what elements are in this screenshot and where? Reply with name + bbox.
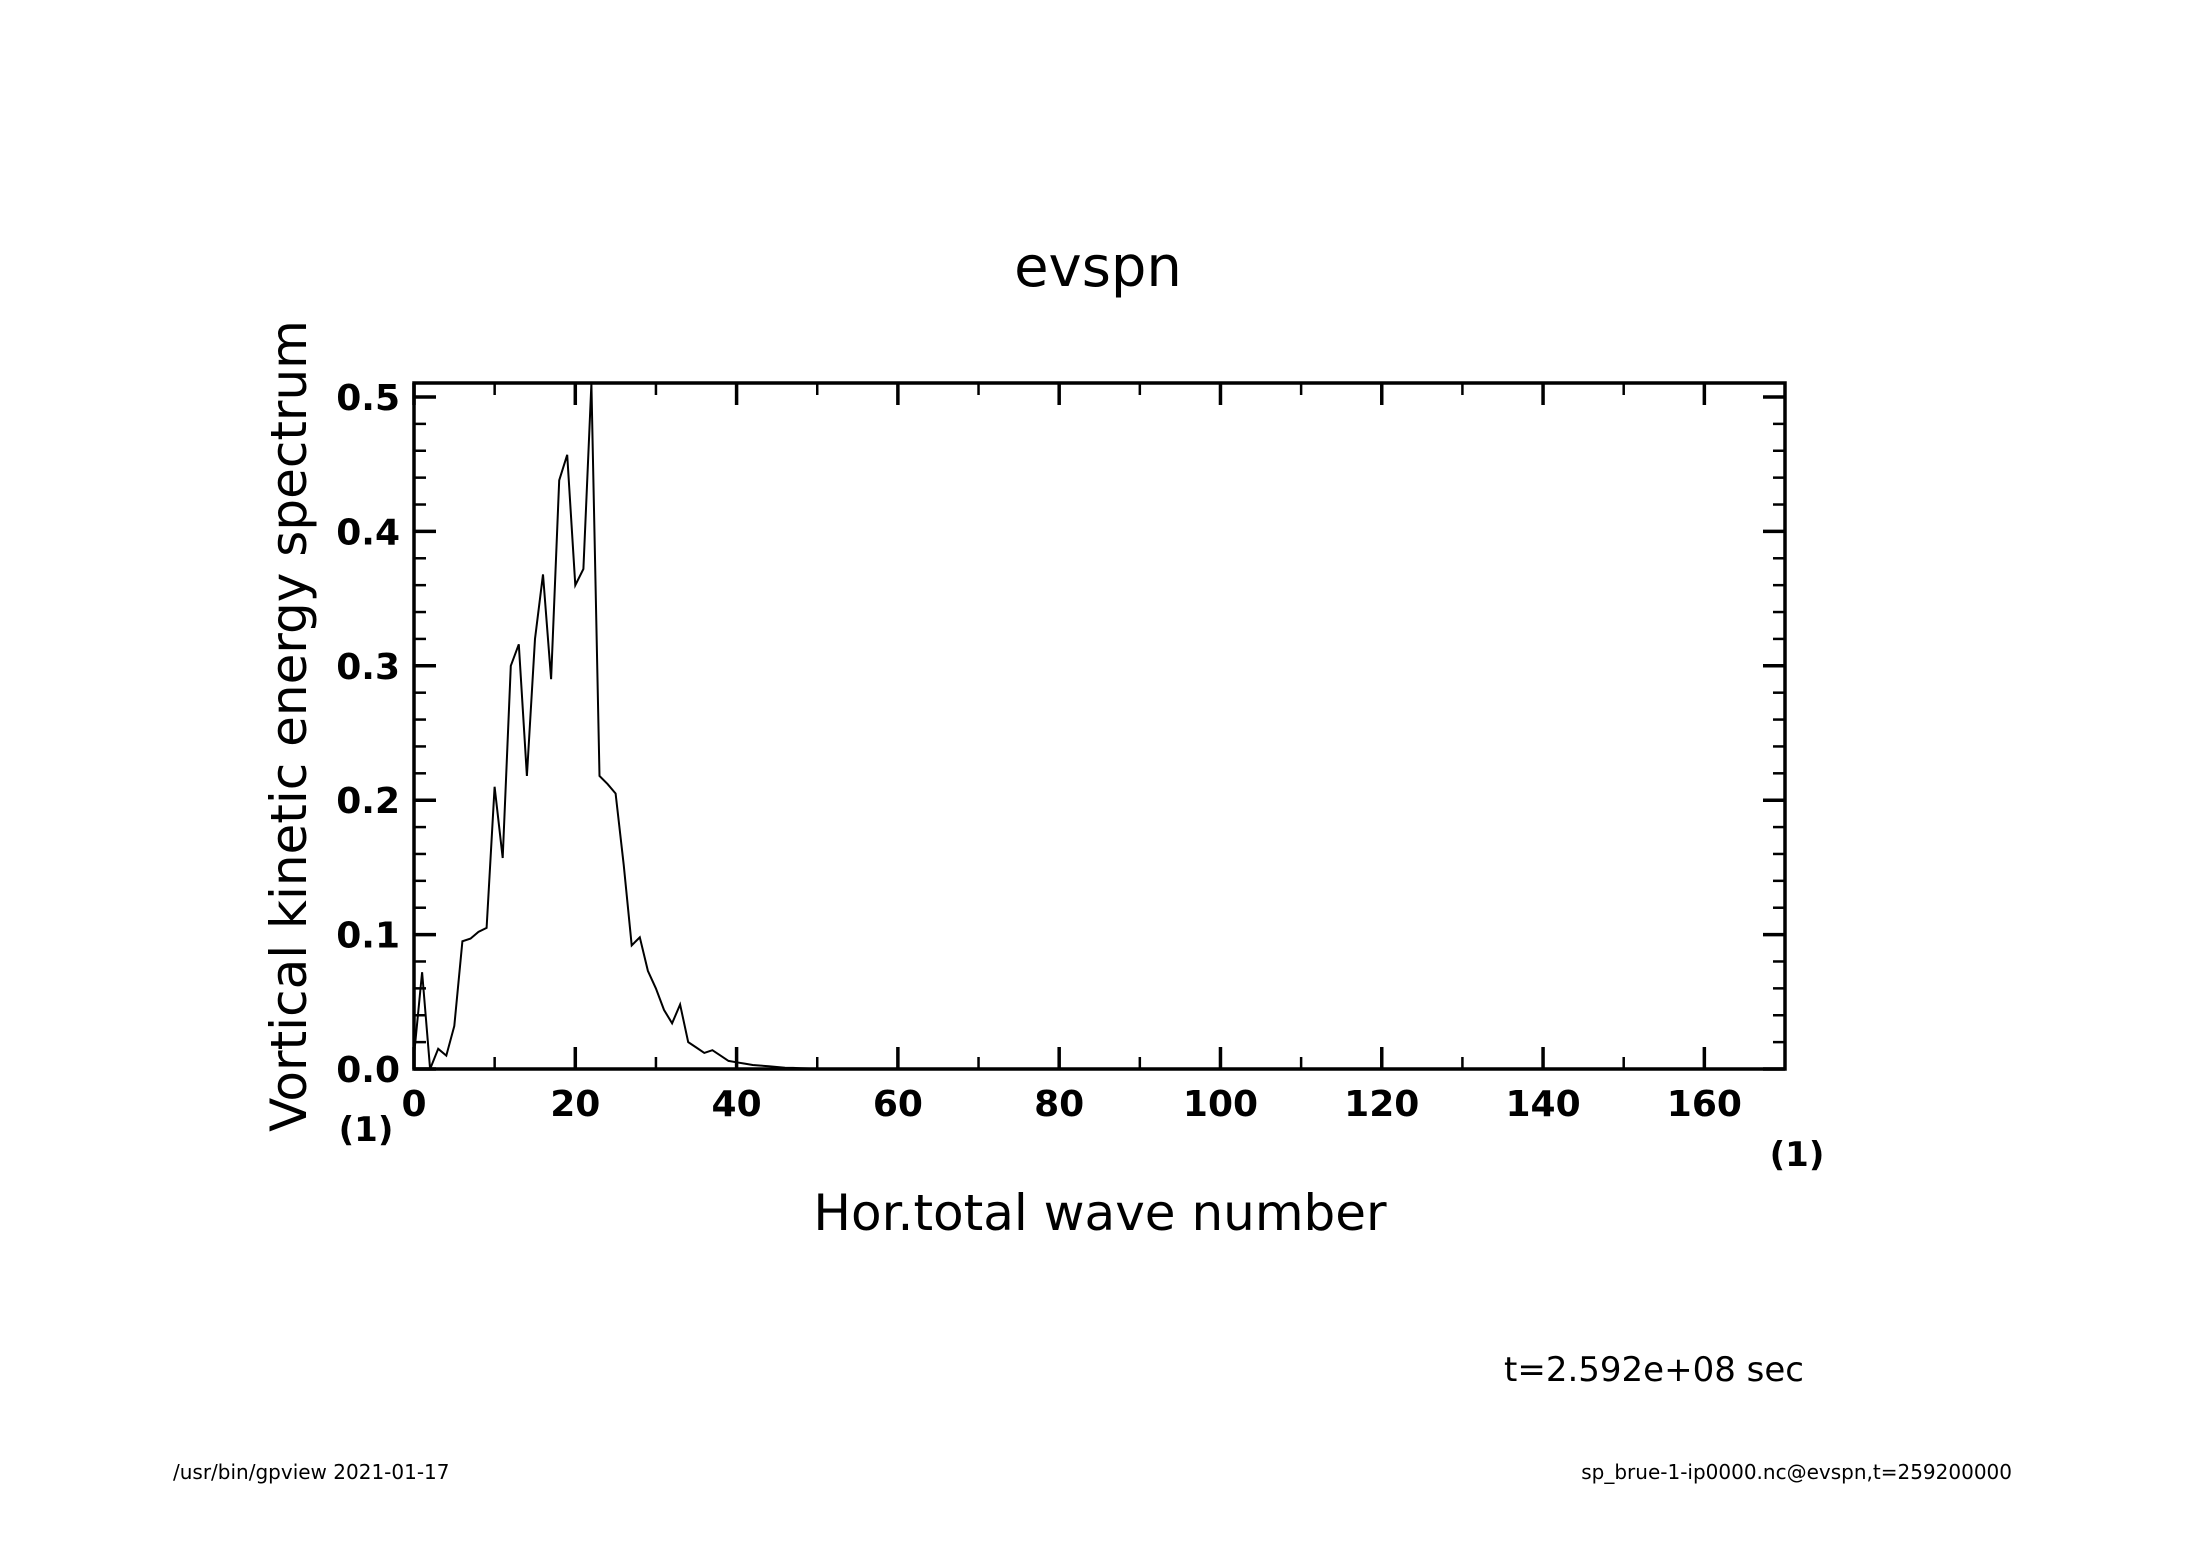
x-tick-label: 80 (1034, 1084, 1084, 1125)
x-tick-label: 140 (1505, 1084, 1580, 1125)
time-label: t=2.592e+08 sec (1504, 1350, 1804, 1390)
y-tick-label: 0.4 (336, 512, 400, 553)
y-tick-label: 0.2 (336, 781, 400, 822)
x-unit-label: (1) (1770, 1135, 1825, 1175)
plot-frame (412, 381, 1787, 1071)
y-tick-label: 0.3 (336, 647, 400, 688)
footer-left: /usr/bin/gpview 2021-01-17 (173, 1460, 450, 1484)
x-tick-label: 120 (1344, 1084, 1419, 1125)
series-line (413, 383, 1785, 1070)
x-axis-label: Hor.total wave number (813, 1184, 1387, 1242)
axis-tick-labels: 0 20 40 60 80 100 120 140 160 0.0 0.1 0.2 0.3 0.4 0.5 (336, 378, 1742, 1125)
x-tick-label: 0 (401, 1084, 426, 1125)
plot-axes: 0 20 40 60 80 100 120 140 160 0.0 0.1 0.2 0.3 0.4 0.5 (336, 378, 1787, 1125)
x-tick-label: 40 (712, 1084, 762, 1125)
y-tick-label: 0.0 (336, 1050, 400, 1091)
chart-title: evspn (1014, 235, 1182, 300)
x-tick-label: 20 (550, 1084, 600, 1125)
x-tick-label: 100 (1183, 1084, 1258, 1125)
y-axis-label: Vortical kinetic energy spectrum (260, 320, 318, 1132)
x-tick-label: 160 (1667, 1084, 1742, 1125)
axis-ticks (412, 383, 1785, 1071)
y-unit-label: (1) (339, 1110, 394, 1150)
x-tick-label: 60 (873, 1084, 923, 1125)
y-tick-label: 0.1 (336, 916, 400, 957)
y-tick-label: 0.5 (336, 378, 400, 419)
footer-right: sp_brue-1-ip0000.nc@evspn,t=259200000 (1581, 1460, 2012, 1484)
